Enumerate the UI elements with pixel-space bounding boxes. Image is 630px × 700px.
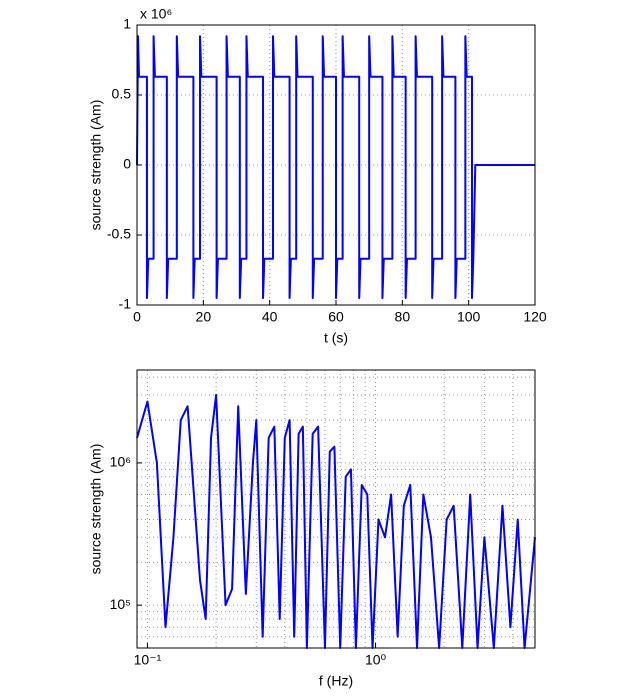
y-tick-label: 1 [123,16,131,32]
y-tick-label: 10⁶ [110,454,131,470]
data-line [136,394,536,649]
x-tick-label: 10⁻¹ [134,652,162,668]
x-tick-label: 40 [262,309,278,325]
x-axis-label: f (Hz) [319,673,353,689]
y-tick-label: -1 [119,296,132,312]
x-tick-label: 10⁰ [365,652,387,668]
axes-box [136,24,536,306]
y-tick-label: 10⁵ [110,596,131,612]
x-tick-label: 100 [457,309,481,325]
y-multiplier: x 10⁶ [140,6,172,22]
x-tick-label: 0 [133,309,141,325]
y-tick-label: -0.5 [107,226,131,242]
x-tick-label: 60 [328,309,344,325]
y-axis-label: source strength (Am) [88,100,104,231]
y-tick-label: 0.5 [112,86,132,102]
x-tick-label: 20 [196,309,212,325]
y-axis-label: source strength (Am) [88,444,104,575]
x-tick-label: 120 [523,309,547,325]
axes-box [136,369,536,649]
data-line [136,35,535,299]
x-tick-label: 80 [395,309,411,325]
x-axis-label: t (s) [324,330,348,346]
y-tick-label: 0 [123,156,131,172]
